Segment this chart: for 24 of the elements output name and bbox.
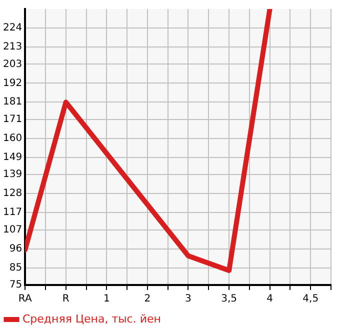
y-tick-label: 75 xyxy=(9,280,22,291)
x-tick-label: RA xyxy=(18,294,32,305)
y-tick-label: 149 xyxy=(2,152,22,163)
y-tick-label: 213 xyxy=(2,42,22,53)
x-tick-label: 1 xyxy=(103,294,110,305)
y-tick-label: 139 xyxy=(2,169,22,180)
y-tick-label: 117 xyxy=(2,207,22,218)
y-tick-label: 96 xyxy=(9,243,22,254)
y-tick-label: 192 xyxy=(2,78,22,89)
x-tick-label: R xyxy=(62,294,70,305)
y-tick-label: 128 xyxy=(2,188,22,200)
y-tick-label: 85 xyxy=(9,262,22,274)
x-tick-label: 3,5 xyxy=(221,294,237,305)
legend-label: Средняя Цена, тыс. йен xyxy=(22,312,161,326)
x-tick-label: 2 xyxy=(144,294,151,305)
x-tick-label: 3 xyxy=(185,294,192,305)
y-tick-label: 160 xyxy=(2,132,22,144)
y-tick-label: 181 xyxy=(2,96,22,108)
y-tick-label: 203 xyxy=(2,58,22,70)
y-tick-label: 171 xyxy=(2,114,22,125)
x-tick-label: 4 xyxy=(266,294,274,305)
y-tick-label: 224 xyxy=(2,22,22,34)
y-tick-label: 107 xyxy=(2,224,22,236)
x-tick-label: 4,5 xyxy=(302,294,319,305)
